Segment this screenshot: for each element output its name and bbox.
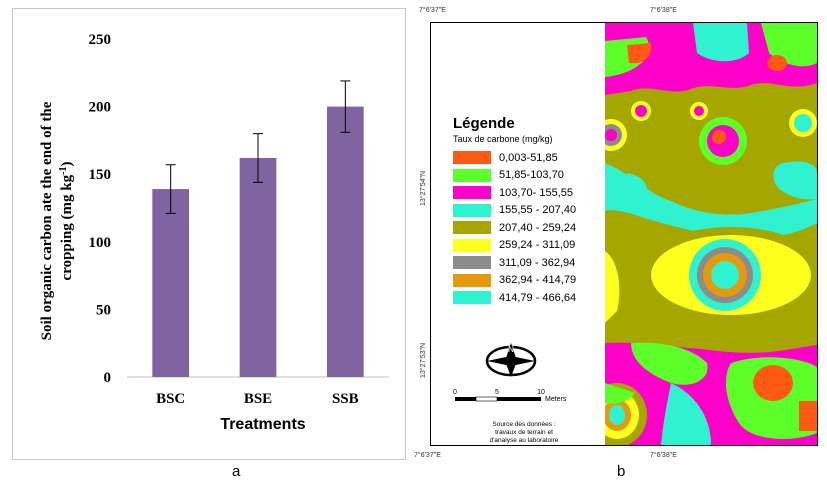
y-tick-label: 0 (104, 370, 112, 386)
legend-swatch (453, 273, 491, 287)
svg-text:5: 5 (495, 389, 499, 396)
north-arrow-icon: N (485, 343, 537, 377)
legend-title: Légende (453, 115, 515, 132)
y-tick-label: 200 (89, 100, 112, 116)
legend-item: 155,55 - 207,40 (453, 202, 631, 220)
x-axis-title: Treatments (220, 416, 305, 433)
coord-left-upper: 13°27'54"N (420, 170, 427, 206)
legend-item: 207,40 - 259,24 (453, 219, 631, 237)
bar-bse (239, 157, 277, 377)
legend-swatch (453, 256, 491, 270)
coord-bottom-right: 7°6'38"E (650, 452, 677, 459)
legend-swatch (453, 186, 491, 200)
legend-label: 103,70- 155,55 (499, 186, 574, 199)
legend-item: 51,85-103,70 (453, 167, 631, 185)
map-zone-orange-edge (799, 401, 817, 431)
legend-label: 259,24 - 311,09 (499, 239, 576, 252)
legend-item: 414,79 - 466,64 (453, 289, 631, 307)
legend-label: 311,09 - 362,94 (499, 256, 576, 269)
legend-label: 362,94 - 414,79 (499, 274, 577, 287)
y-tick-label: 150 (89, 167, 112, 183)
map-frame: Légende Taux de carbone (mg/kg) 0,003-51… (430, 22, 818, 446)
carbon-map (605, 23, 817, 445)
coord-top-left: 7°6'37"E (419, 7, 446, 14)
map-zone-cyan-bottom (661, 383, 711, 445)
map-zone-cyan-mid (605, 163, 817, 240)
legend-label: 51,85-103,70 (499, 169, 564, 182)
legend-label: 0,003-51,85 (499, 151, 558, 164)
coord-left-lower: 13°27'53"N (420, 342, 427, 378)
svg-text:10: 10 (537, 389, 545, 396)
bar-chart: 0 50 100 150 200 250 BSC BSE SSB Treatments Soi… (39, 32, 389, 433)
coord-top-right: 7°6'38"E (650, 7, 677, 14)
bar-ssb (326, 106, 364, 377)
legend-swatch (453, 221, 491, 235)
bar-chart-panel: 0 50 100 150 200 250 BSC BSE SSB Treatments Soi… (12, 8, 406, 460)
map-ring-magenta-4 (605, 129, 617, 141)
x-tick-label-ssb: SSB (332, 391, 359, 407)
map-zone-orange-top (767, 55, 787, 71)
bar-bsc (152, 189, 190, 377)
map-zone-orange-br (753, 365, 793, 401)
legend-label: 155,55 - 207,40 (499, 204, 577, 217)
legend-item: 362,94 - 414,79 (453, 272, 631, 290)
legend-subtitle: Taux de carbone (mg/kg) (453, 134, 553, 144)
map-zone-green-bottom (631, 342, 708, 385)
y-tick-label: 100 (89, 235, 112, 251)
panel-a-caption: a (232, 463, 241, 480)
y-tick-label: 50 (96, 302, 111, 318)
y-axis-title-line1: Soil organic carbon ate the end of the (39, 101, 55, 340)
legend-item: 259,24 - 311,09 (453, 237, 631, 255)
legend-swatch (453, 151, 491, 165)
svg-text:N: N (508, 345, 514, 354)
scale-bar: 0 5 10 Meters (453, 389, 567, 403)
data-source-note: Source des données : travaux de terrain … (489, 421, 559, 444)
y-tick-label: 250 (89, 32, 112, 48)
legend-item: 0,003-51,85 (453, 149, 631, 167)
x-tick-label-bse: BSE (244, 391, 272, 407)
legend-swatch (453, 203, 491, 217)
map-zone-green-bl (605, 383, 635, 404)
legend-label: 207,40 - 259,24 (499, 221, 577, 234)
legend-item: 311,09 - 362,94 (453, 254, 631, 272)
map-zone-orange-mid (712, 130, 726, 144)
legend-swatch (453, 238, 491, 252)
map-zone-yellow-left (605, 251, 620, 323)
map-panel: 7°6'37"E 7°6'38"E 7°6'37"E 7°6'38"E 13°2… (414, 7, 825, 460)
svg-text:Meters: Meters (545, 396, 567, 403)
legend-swatch (453, 168, 491, 182)
coord-bottom-left: 7°6'37"E (414, 452, 441, 459)
map-zone-cyan-bl (609, 405, 625, 425)
map-ring-magenta-2 (694, 106, 704, 116)
legend-item: 103,70- 155,55 (453, 184, 631, 202)
x-tick-label-bsc: BSC (156, 391, 185, 407)
map-zone-cyan-small (626, 173, 647, 196)
map-target-core (711, 261, 739, 289)
svg-text:0: 0 (453, 389, 457, 396)
map-zone-cyan-right (773, 161, 817, 200)
map-legend: Légende Taux de carbone (mg/kg) 0,003-51… (453, 115, 631, 307)
map-ring-magenta-1 (635, 105, 647, 117)
map-zone-orange-topleft (627, 43, 652, 64)
map-zone-cyan-top (693, 23, 749, 62)
legend-swatch (453, 291, 491, 305)
panel-b-caption: b (617, 463, 626, 480)
y-axis-title-line2: cropping (mg kg-1) (58, 162, 76, 281)
map-ring-cyan-3 (794, 114, 812, 132)
legend-label: 414,79 - 466,64 (499, 291, 577, 304)
